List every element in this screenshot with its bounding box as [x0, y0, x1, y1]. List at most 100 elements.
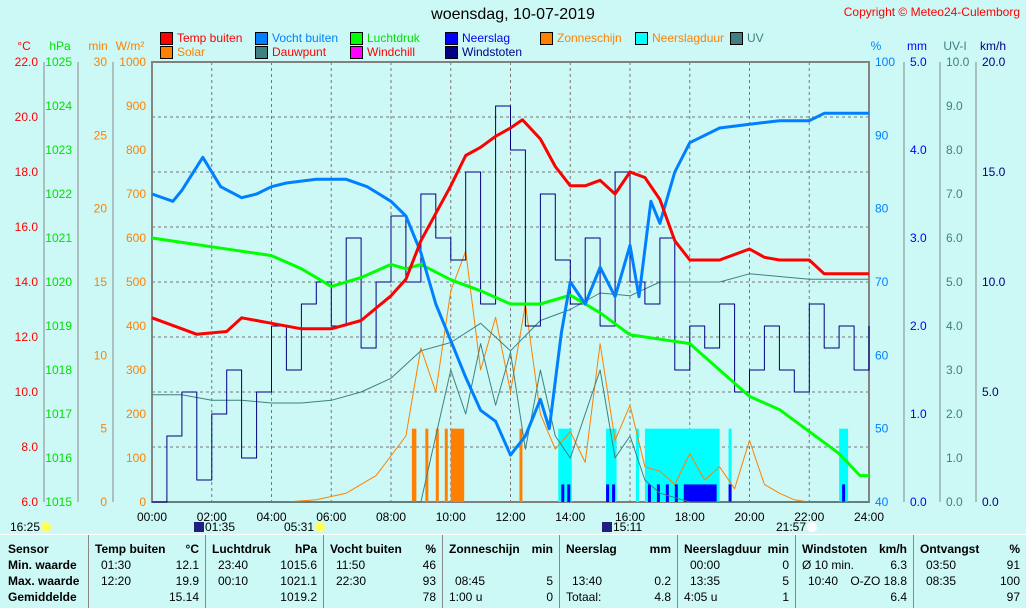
bar-neerslag — [674, 484, 678, 502]
table-col-header: Luchtdruk — [212, 542, 271, 556]
x-tick-label: 14:00 — [555, 510, 585, 524]
table-col-header: Temp buiten — [95, 542, 166, 556]
table-cell-time: 4:05 u — [684, 590, 718, 604]
axis-tick-minutes: 0 — [100, 495, 107, 509]
table-cell-time: 10:40 — [808, 574, 839, 588]
legend-item: Neerslagduur — [635, 31, 724, 45]
axis-unit-uv: UV-I — [943, 39, 966, 53]
table-cell-value: 91 — [1006, 558, 1020, 572]
bar-neerslag — [842, 484, 846, 502]
axis-tick-rain: 4.0 — [910, 143, 927, 157]
table-cell-value: 6.4 — [890, 590, 907, 604]
legend-item: UV — [730, 31, 764, 45]
legend-swatch-icon — [255, 31, 268, 45]
table-col-unit: % — [1009, 542, 1020, 556]
table-cell-time: 03:50 — [926, 558, 957, 572]
axis-tick-rain: 3.0 — [910, 231, 927, 245]
axis-tick-uv: 6.0 — [946, 231, 963, 245]
axis-tick-uv: 2.0 — [946, 407, 963, 421]
table-cell-value: 15.14 — [168, 590, 199, 604]
table-column-divider — [559, 535, 560, 608]
axis-tick-rain: 2.0 — [910, 319, 927, 333]
axis-tick-pressure: 1025 — [45, 55, 72, 69]
axis-tick-pressure: 1017 — [45, 407, 72, 421]
axis-tick-rain: 0.0 — [910, 495, 927, 509]
table-col-header: Vocht buiten — [330, 542, 402, 556]
page-title: woensdag, 10-07-2019 — [431, 6, 595, 23]
sunrise: 05:31 — [284, 520, 326, 534]
bar-neerslag — [561, 484, 565, 502]
bar-neerslag — [606, 484, 610, 502]
axis-tick-solar: 600 — [126, 231, 146, 245]
table-cell-time: Ø 10 min. — [802, 558, 855, 572]
series-line-uv — [152, 343, 869, 503]
legend-label: Solar — [177, 45, 206, 59]
axis-tick-humidity: 100 — [875, 55, 895, 69]
moonset-time: 15:11 — [613, 520, 643, 534]
table-cell-value: 1021.1 — [280, 574, 317, 588]
legend-swatch-icon — [160, 31, 173, 45]
legend-swatch-icon — [445, 45, 458, 59]
bar-zonneschijn — [435, 428, 439, 502]
table-row-label: Min. waarde — [8, 558, 77, 572]
sunset-icon — [807, 522, 818, 532]
legend-label: Dauwpunt — [272, 45, 327, 59]
axis-tick-wind: 10.0 — [982, 275, 1006, 289]
table-col-header: Neerslagduur — [684, 542, 762, 556]
bar-neerslag — [656, 484, 660, 502]
x-tick-label: 00:00 — [137, 510, 167, 524]
table-cell-value: 4.8 — [654, 590, 671, 604]
series-line-temp-buiten — [151, 118, 869, 336]
table-col-header: Neerslag — [566, 542, 617, 556]
table-col-unit: km/h — [878, 542, 907, 556]
table-col-header: Windstoten — [802, 542, 868, 556]
axis-tick-minutes: 30 — [94, 55, 108, 69]
table-column-divider — [795, 535, 796, 608]
legend-swatch-icon — [255, 45, 268, 59]
table-cell-value: O-ZO 18.8 — [850, 574, 907, 588]
axis-tick-minutes: 20 — [94, 202, 108, 216]
bar-zonneschijn — [425, 428, 429, 502]
table-column-divider — [88, 535, 89, 608]
x-tick-label: 02:00 — [197, 510, 227, 524]
sunset-time: 21:57 — [776, 520, 807, 534]
axis-tick-minutes: 15 — [94, 275, 108, 289]
table-cell-value: 0.2 — [654, 574, 671, 588]
sunrise-time: 05:31 — [284, 520, 315, 534]
legend-item: Dauwpunt — [255, 45, 326, 59]
sunrise-icon — [315, 522, 326, 532]
axis-unit-wind: km/h — [980, 39, 1006, 53]
axis-tick-minutes: 10 — [94, 348, 108, 362]
legend-item: Windchill — [350, 45, 415, 59]
table-cell-value: 0 — [546, 590, 553, 604]
axis-tick-uv: 5.0 — [946, 275, 963, 289]
bar-neerslagduur — [839, 428, 849, 502]
axis-tick-uv: 3.0 — [946, 363, 963, 377]
axis-tick-pressure: 1018 — [45, 363, 72, 377]
legend-label: Windstoten — [462, 45, 523, 59]
table-col-unit: hPa — [294, 542, 317, 556]
axis-tick-temp: 22.0 — [15, 55, 39, 69]
series-line-vocht-buiten — [151, 111, 869, 457]
x-tick-label: 22:00 — [794, 510, 824, 524]
legend-swatch-icon — [635, 31, 648, 45]
legend-item: Luchtdruk — [350, 31, 420, 45]
table-cell-time: 1:00 u — [449, 590, 483, 604]
series-line-dauwpunt — [152, 273, 869, 404]
axis-tick-uv: 4.0 — [946, 319, 963, 333]
prev-sunset: 16:25 — [10, 520, 52, 534]
legend-swatch-icon — [445, 31, 458, 45]
axis-unit-minutes: min — [88, 39, 107, 53]
table-column-divider — [913, 535, 914, 608]
axis-tick-wind: 15.0 — [982, 165, 1006, 179]
table-cell-value: 97 — [1006, 590, 1020, 604]
axis-tick-humidity: 50 — [875, 422, 889, 436]
axis-tick-solar: 0 — [139, 495, 146, 509]
table-column-divider — [442, 535, 443, 608]
bar-neerslag — [612, 484, 616, 502]
x-tick-label: 04:00 — [256, 510, 286, 524]
axis-tick-pressure: 1023 — [45, 143, 72, 157]
table-cell-value: 19.9 — [175, 574, 199, 588]
series-line-windstoten — [152, 105, 870, 503]
